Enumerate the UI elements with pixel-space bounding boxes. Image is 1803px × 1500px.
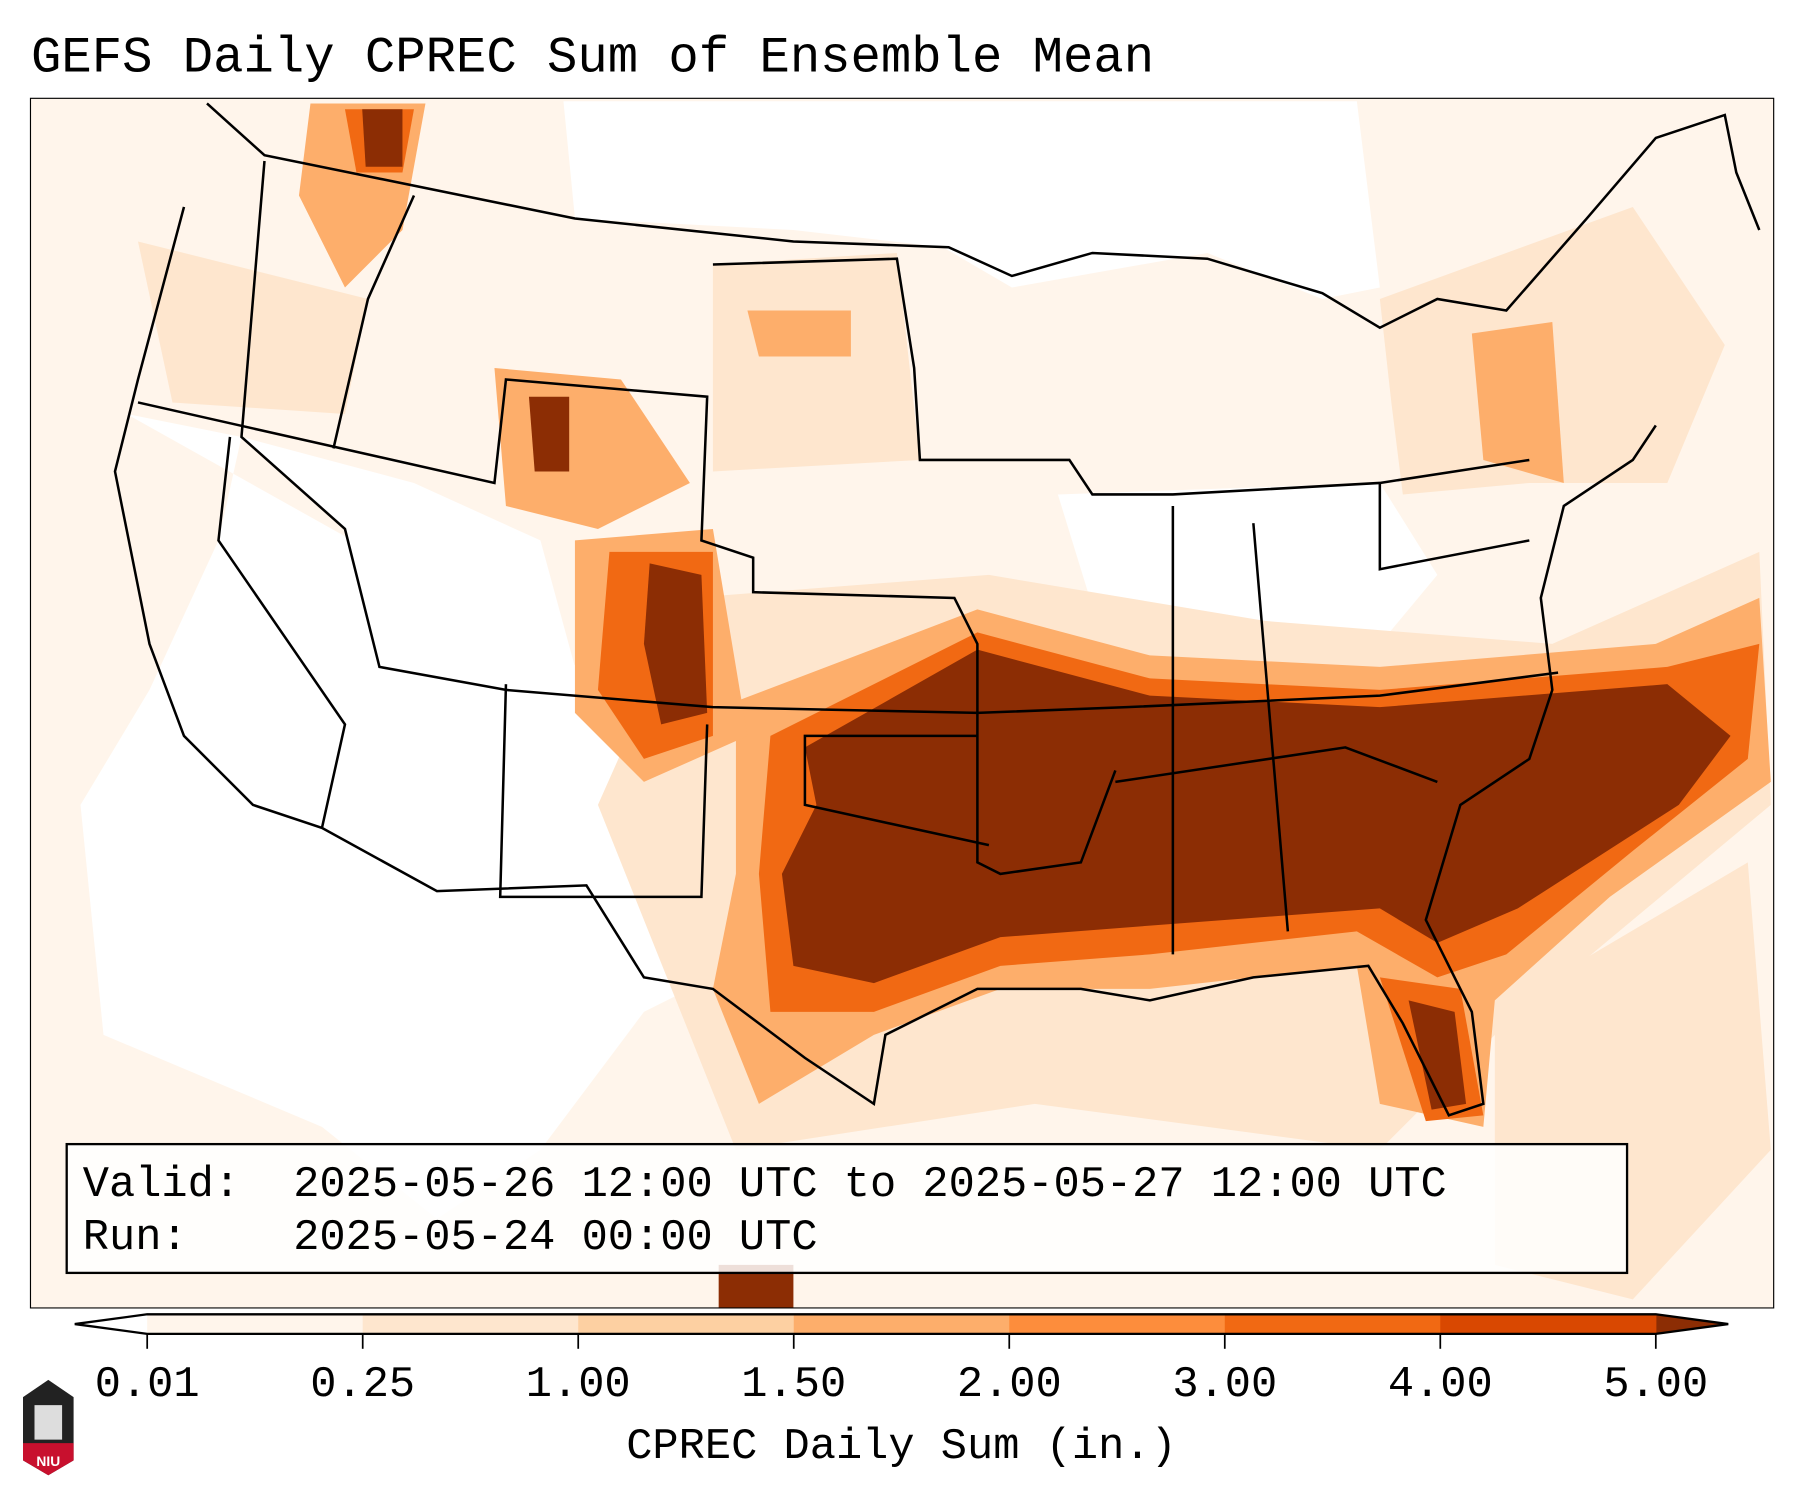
colorbar-tick-label: 5.00 [1603,1361,1708,1410]
niu-logo: NIU [23,1379,74,1476]
boundaries [113,102,1761,1117]
colorbar-tick-label: 4.00 [1388,1361,1493,1410]
colorbar: 0.01 0.25 1.00 1.50 2.00 3.00 4.00 5.00 [74,1313,1729,1410]
colorbar-tick-label: 3.00 [1172,1361,1277,1410]
svg-text:NIU: NIU [36,1454,60,1469]
colorbar-segment [578,1314,795,1334]
colorbar-tick-label: 2.00 [957,1361,1062,1410]
colorbar-segment [147,1314,364,1334]
colorbar-over-extension [1655,1314,1729,1334]
colorbar-tick-label: 0.01 [95,1361,200,1410]
run-label: Run: [83,1214,188,1263]
colorbar-segment [1440,1314,1657,1334]
colorbar-label: CPREC Daily Sum (in.) [626,1423,1177,1472]
map [29,97,1775,1309]
colorbar-tick-label: 1.00 [526,1361,631,1410]
valid-value: 2025-05-26 12:00 UTC to 2025-05-27 12:00… [293,1161,1447,1210]
run-value: 2025-05-24 00:00 UTC [293,1214,817,1263]
colorbar-under-extension [74,1314,148,1334]
colorbar-segment [362,1314,579,1334]
colorbar-segment [793,1314,1010,1334]
colorbar-segment [1224,1314,1441,1334]
chart-title: GEFS Daily CPREC Sum of Ensemble Mean [31,30,1154,87]
colorbar-tick-label: 1.50 [741,1361,846,1410]
info-box: Valid: 2025-05-26 12:00 UTC to 2025-05-2… [65,1142,1629,1275]
very-heavy-precip-areas [362,109,1731,1309]
valid-label: Valid: [83,1161,240,1210]
colorbar-tick-label: 0.25 [310,1361,415,1410]
colorbar-segment [1009,1314,1226,1334]
